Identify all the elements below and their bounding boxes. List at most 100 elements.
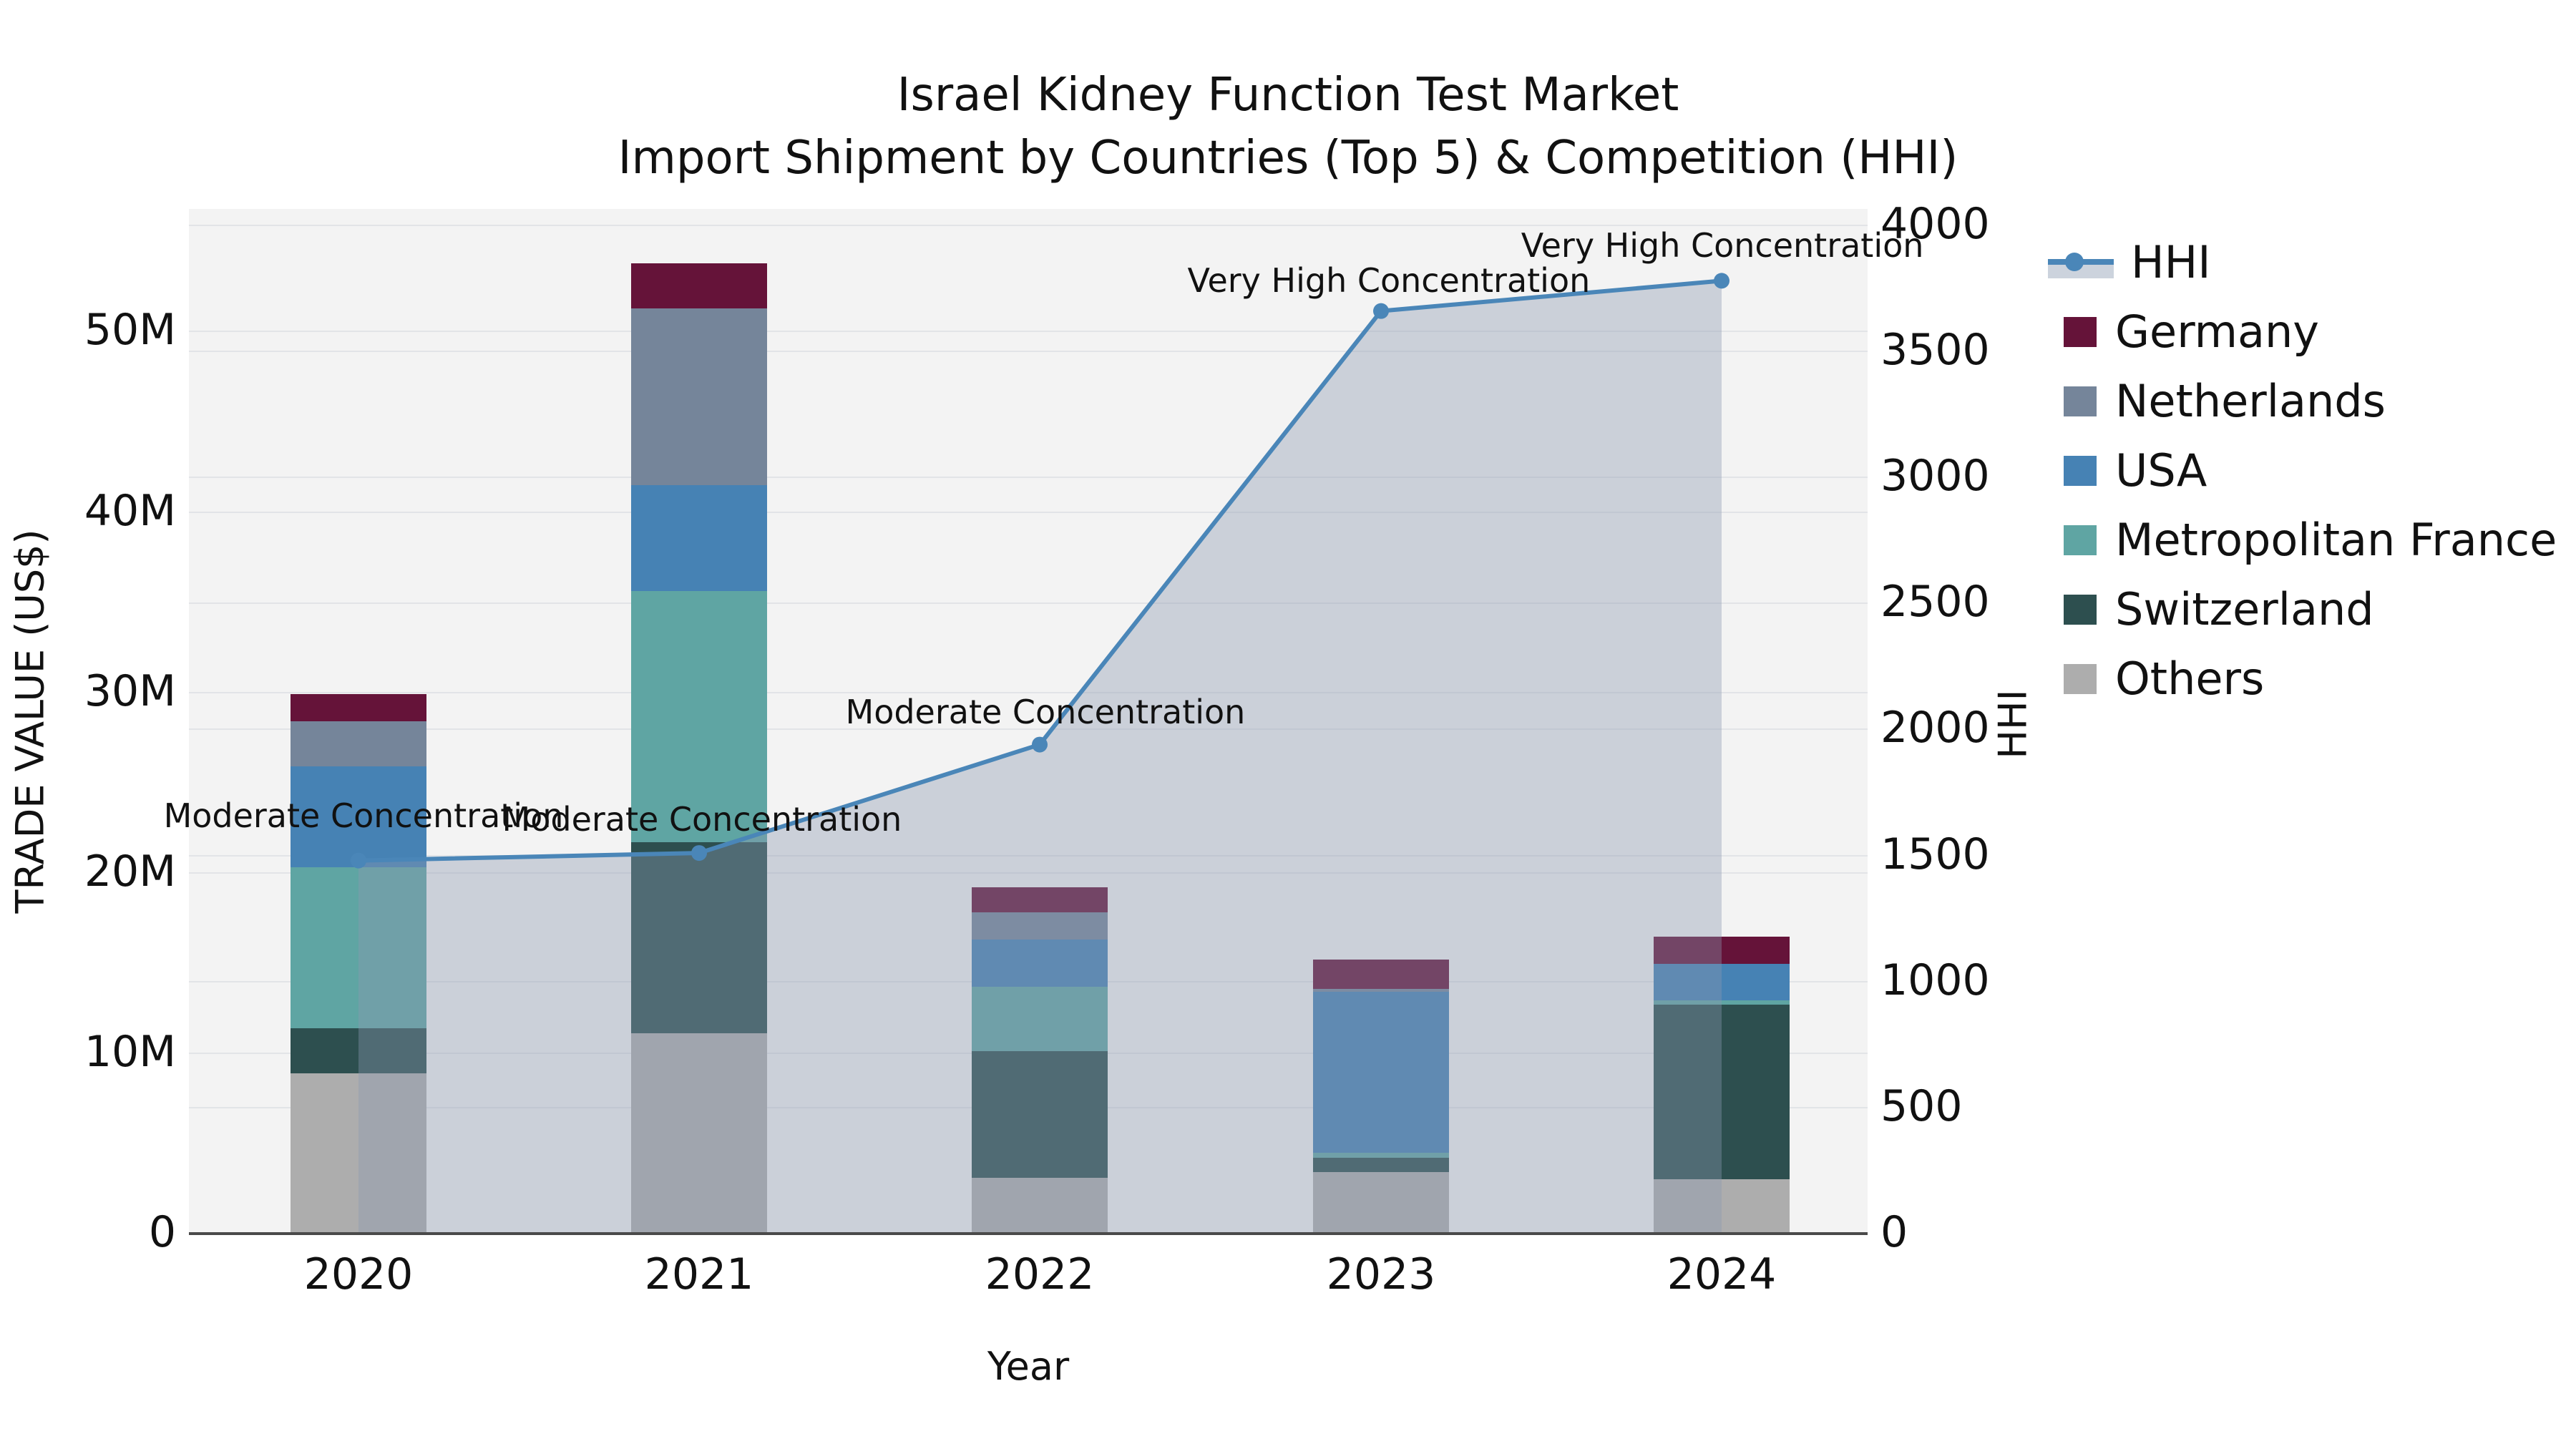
gridline-left — [189, 511, 1868, 513]
bar-segment-others-2020 — [291, 1073, 426, 1234]
annotation: Very High Concentration — [1521, 225, 1924, 265]
legend-swatch — [2064, 663, 2097, 694]
bar-segment-others-2022 — [972, 1177, 1108, 1234]
hhi-marker — [1032, 736, 1048, 753]
gridline-left — [189, 872, 1868, 874]
legend-label: Others — [2115, 653, 2265, 705]
x-tick-label: 2021 — [644, 1249, 754, 1299]
right-tick-label: 1000 — [1880, 955, 1990, 1005]
bar-segment-usa-2023 — [1313, 992, 1449, 1153]
gridline-right — [189, 224, 1868, 226]
gridline-right — [189, 351, 1868, 353]
legend-item-usa: USA — [2048, 436, 2557, 505]
gridline-right — [189, 728, 1868, 731]
bar-segment-netherlands-2021 — [631, 308, 767, 485]
bar-segment-usa-2020 — [291, 766, 426, 868]
right-tick-label: 0 — [1880, 1207, 1908, 1257]
bar-segment-others-2024 — [1654, 1179, 1790, 1234]
annotation: Moderate Concentration — [845, 692, 1246, 731]
x-axis-title: Year — [987, 1344, 1070, 1389]
x-tick-label: 2024 — [1667, 1249, 1777, 1299]
gridline-right — [189, 602, 1868, 605]
hhi-legend-symbol — [2048, 247, 2114, 278]
right-tick-label: 3500 — [1880, 325, 1990, 376]
x-tick-label: 2020 — [303, 1249, 414, 1299]
bar-segment-usa-2022 — [972, 940, 1108, 987]
annotation: Very High Concentration — [1187, 260, 1591, 300]
bar-segment-switzerland-2021 — [631, 841, 767, 1034]
bar-segment-netherlands-2023 — [1313, 989, 1449, 992]
gridline-left — [189, 691, 1868, 693]
legend-item-others: Others — [2048, 644, 2557, 713]
bar-segment-usa-2021 — [631, 484, 767, 592]
bar-segment-metropolitan-france-2024 — [1654, 1000, 1790, 1005]
legend-item-switzerland: Switzerland — [2048, 575, 2557, 644]
hhi-area-fill — [358, 280, 1722, 1234]
right-tick-label: 3000 — [1880, 451, 1990, 502]
bar-segment-germany-2021 — [631, 263, 767, 308]
legend-swatch — [2064, 455, 2097, 486]
bar-segment-netherlands-2022 — [972, 912, 1108, 940]
hhi-marker — [691, 845, 707, 862]
legend-swatch — [2064, 316, 2097, 347]
left-tick-label: 0 — [148, 1207, 176, 1257]
legend-label: Metropolitan France — [2115, 514, 2557, 566]
hhi-legend-marker — [2065, 252, 2084, 271]
bar-segment-germany-2023 — [1313, 959, 1449, 990]
legend-label: HHI — [2131, 236, 2211, 288]
right-axis-title: HHI — [1990, 689, 2036, 759]
legend-swatch — [2064, 386, 2097, 416]
right-tick-label: 2000 — [1880, 703, 1990, 753]
legend-item-metropolitan-france: Metropolitan France — [2048, 505, 2557, 575]
legend-item-netherlands: Netherlands — [2048, 366, 2557, 436]
left-tick-label: 50M — [84, 305, 176, 356]
hhi-marker — [1373, 303, 1389, 319]
annotation: Moderate Concentration — [502, 799, 902, 839]
hhi-marker — [1714, 273, 1729, 289]
gridline-right — [189, 854, 1868, 857]
gridline-left — [189, 331, 1868, 333]
bar-segment-others-2021 — [631, 1033, 767, 1234]
x-tick-label: 2023 — [1326, 1249, 1436, 1299]
right-tick-label: 500 — [1880, 1080, 1963, 1131]
legend-label: USA — [2115, 444, 2207, 497]
legend-label: Germany — [2115, 306, 2319, 358]
bar-segment-metropolitan-france-2020 — [291, 867, 426, 1028]
x-axis-line — [189, 1232, 1868, 1235]
bar-segment-switzerland-2022 — [972, 1051, 1108, 1178]
gridline-right — [189, 477, 1868, 479]
bar-segment-germany-2024 — [1654, 937, 1790, 965]
legend-label: Netherlands — [2115, 375, 2386, 427]
legend-item-germany: Germany — [2048, 297, 2557, 366]
left-tick-label: 30M — [84, 665, 176, 716]
left-tick-label: 40M — [84, 485, 176, 536]
legend-swatch — [2064, 525, 2097, 555]
bar-segment-switzerland-2020 — [291, 1028, 426, 1073]
left-tick-label: 20M — [84, 846, 176, 897]
bar-segment-usa-2024 — [1654, 964, 1790, 1000]
right-tick-label: 2500 — [1880, 577, 1990, 628]
legend: HHI Germany Netherlands USA Metropolitan Fra… — [2048, 228, 2557, 713]
chart-title-line1: Israel Kidney Function Test Market — [897, 69, 1679, 122]
bar-segment-germany-2020 — [291, 694, 426, 721]
bar-segment-metropolitan-france-2021 — [631, 591, 767, 842]
bar-segment-metropolitan-france-2023 — [1313, 1152, 1449, 1158]
x-tick-label: 2022 — [985, 1249, 1095, 1299]
legend-swatch — [2064, 594, 2097, 625]
right-tick-label: 1500 — [1880, 829, 1990, 879]
hhi-marker — [351, 852, 366, 869]
bar-segment-germany-2022 — [972, 887, 1108, 913]
bar-segment-switzerland-2023 — [1313, 1158, 1449, 1173]
right-tick-label: 4000 — [1880, 198, 1990, 249]
hhi-overlay — [351, 273, 1729, 1234]
bar-segment-netherlands-2020 — [291, 721, 426, 767]
legend-item-hhi: HHI — [2048, 228, 2557, 297]
plot-area — [189, 209, 1868, 1234]
bar-segment-switzerland-2024 — [1654, 1004, 1790, 1180]
annotation: Moderate Concentration — [163, 796, 564, 835]
left-tick-label: 10M — [84, 1026, 176, 1077]
chart-title-line2: Import Shipment by Countries (Top 5) & C… — [618, 132, 1958, 185]
bar-segment-others-2023 — [1313, 1172, 1449, 1234]
bar-segment-metropolitan-france-2022 — [972, 986, 1108, 1052]
